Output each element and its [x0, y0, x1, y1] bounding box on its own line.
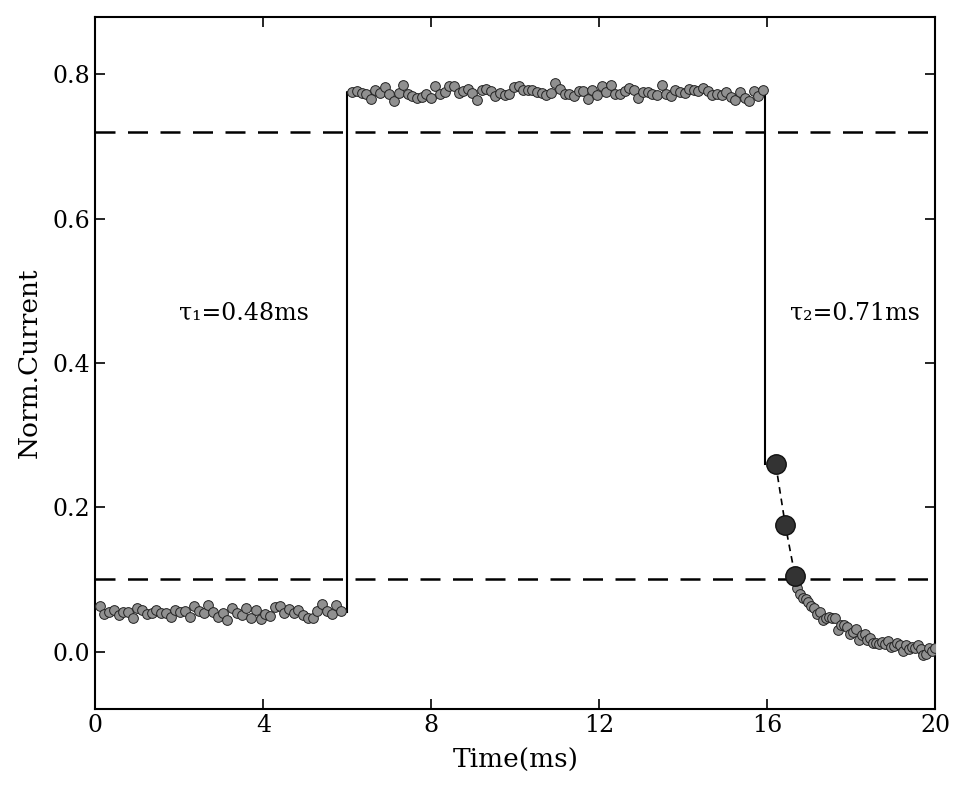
Text: τ₁=0.48ms: τ₁=0.48ms	[179, 302, 309, 325]
Text: τ₂=0.71ms: τ₂=0.71ms	[790, 302, 921, 325]
Y-axis label: Norm.Current: Norm.Current	[16, 268, 42, 458]
X-axis label: Time(ms): Time(ms)	[453, 748, 578, 773]
